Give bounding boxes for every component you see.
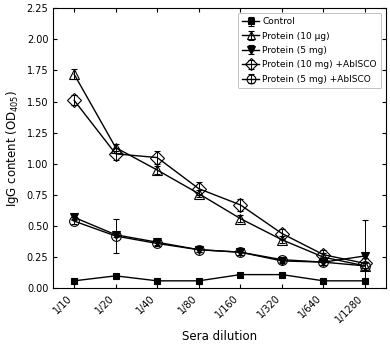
Y-axis label: IgG content (OD$_{405}$): IgG content (OD$_{405}$) (4, 90, 21, 207)
Legend: Control, Protein (10 μg), Protein (5 mg), Protein (10 mg) +AbISCO, Protein (5 mg: Control, Protein (10 μg), Protein (5 mg)… (238, 13, 381, 88)
X-axis label: Sera dilution: Sera dilution (182, 330, 257, 343)
